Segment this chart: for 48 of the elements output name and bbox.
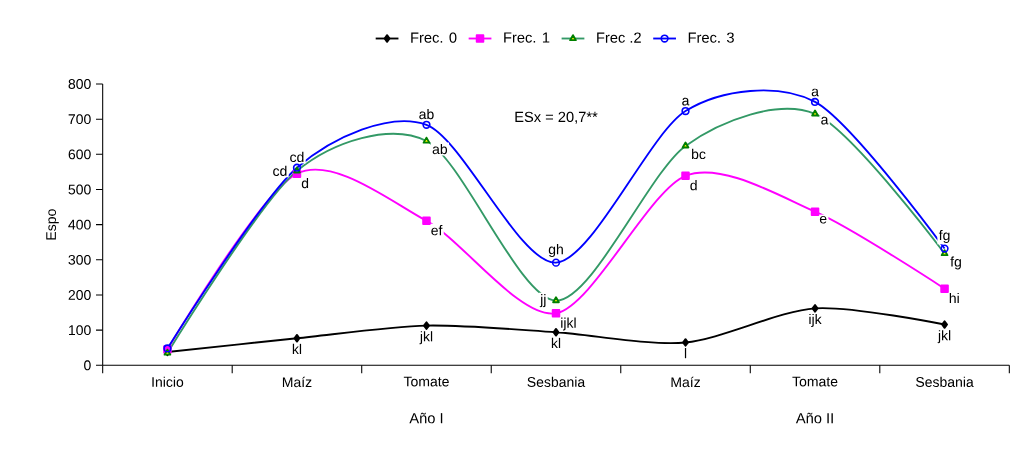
x-tick-label: Maíz bbox=[282, 376, 312, 388]
data-label: kl bbox=[551, 337, 561, 349]
y-tick-label: 600 bbox=[68, 149, 91, 160]
x-tick-label: Maíz bbox=[671, 376, 700, 388]
data-label: bc bbox=[692, 148, 706, 160]
data-label: d bbox=[301, 177, 309, 189]
y-tick-label: 300 bbox=[68, 254, 91, 265]
data-label: cd bbox=[290, 151, 304, 163]
y-tick-label: 200 bbox=[68, 290, 91, 300]
data-label: fg bbox=[950, 256, 961, 270]
legend-label: Frec. 0 bbox=[411, 32, 457, 43]
data-label: ijk bbox=[809, 313, 822, 327]
data-label: l bbox=[684, 348, 687, 359]
x-tick-label: Tomate bbox=[403, 376, 449, 387]
data-label: d bbox=[690, 180, 697, 191]
legend-label: Frec. 3 bbox=[688, 32, 734, 43]
data-label: kl bbox=[292, 343, 302, 354]
data-label: hi bbox=[949, 292, 959, 304]
x-tick-label: Tomate bbox=[792, 376, 838, 387]
text: Año I bbox=[409, 412, 443, 424]
data-label: jkl bbox=[937, 330, 951, 344]
y-tick-label: 700 bbox=[68, 114, 91, 125]
data-label: ab bbox=[432, 143, 448, 155]
data-label: fg bbox=[938, 229, 950, 243]
legend-label: Frec. 1 bbox=[504, 32, 550, 43]
data-label: jj bbox=[539, 294, 546, 308]
data-label: a bbox=[811, 88, 819, 97]
data-label: a bbox=[821, 116, 829, 125]
data-label: ijkl bbox=[561, 317, 576, 331]
y-tick-label: 500 bbox=[68, 184, 91, 195]
data-label: cd bbox=[273, 165, 287, 176]
y-tick-label: 800 bbox=[68, 79, 91, 89]
annotation: ESx = 20,7** bbox=[515, 111, 598, 124]
x-tick-label: Sesbania bbox=[916, 376, 974, 387]
data-label: jkl bbox=[419, 331, 433, 345]
x-tick-label: Inicio bbox=[152, 376, 184, 387]
x-tick-label: Sesbania bbox=[527, 376, 586, 387]
data-label: gh bbox=[548, 243, 563, 258]
y-axis-title: Espo bbox=[46, 209, 59, 240]
data-label: ab bbox=[419, 108, 434, 120]
y-tick-label: 100 bbox=[69, 325, 91, 336]
y-tick-label: 0 bbox=[84, 360, 91, 371]
legend-label: Frec .2 bbox=[597, 32, 641, 43]
text: Año II bbox=[795, 412, 833, 424]
data-label: e bbox=[819, 215, 827, 224]
y-tick-label: 400 bbox=[68, 219, 91, 230]
data-label: a bbox=[682, 97, 690, 106]
data-label: ef bbox=[431, 225, 443, 236]
